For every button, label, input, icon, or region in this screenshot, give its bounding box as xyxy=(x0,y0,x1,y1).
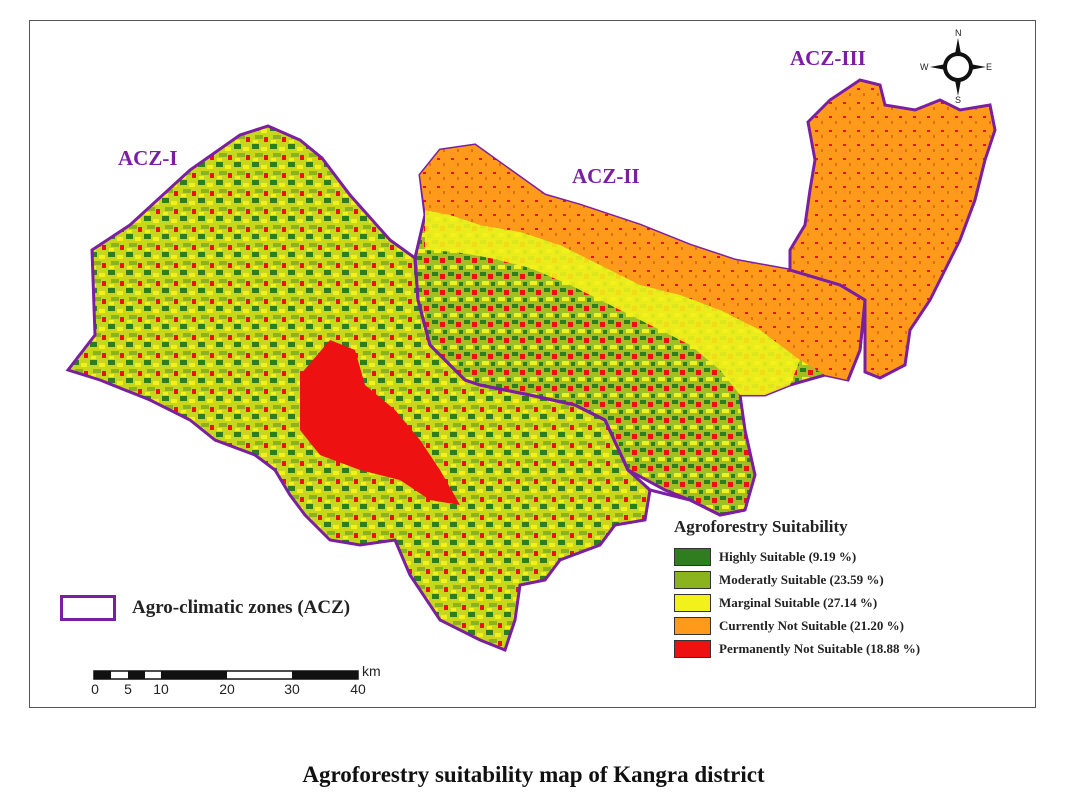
zone-acz-3-area xyxy=(788,78,997,380)
red-central-area xyxy=(300,340,460,505)
suitability-legend: Agroforestry Suitability Highly Suitable… xyxy=(644,517,974,660)
legend-swatch xyxy=(674,616,711,635)
scale-tick: 20 xyxy=(219,681,235,697)
legend-item: Permanently Not Suitable (18.88 %) xyxy=(674,637,974,660)
scale-bar-graphic xyxy=(93,670,359,680)
acz-boundary-line-2-3 xyxy=(789,268,867,381)
compass-w: W xyxy=(920,62,929,72)
scale-tick: 5 xyxy=(124,681,132,697)
zone-label-acz-3: ACZ-III xyxy=(790,46,866,70)
acz-boundary-swatch xyxy=(60,595,116,621)
legend-label: Currently Not Suitable (21.20 %) xyxy=(719,617,905,633)
legend-swatch xyxy=(674,593,711,612)
legend-label: Highly Suitable (9.19 %) xyxy=(719,548,857,564)
legend-title: Agroforestry Suitability xyxy=(674,517,848,536)
compass-icon xyxy=(930,38,986,96)
compass-s: S xyxy=(955,95,962,105)
scale-tick: 30 xyxy=(284,681,300,697)
compass-n: N xyxy=(955,28,962,38)
zone-acz-2-orange-band xyxy=(420,145,865,380)
scale-tick: 40 xyxy=(350,681,366,697)
zone-label-acz-2: ACZ-II xyxy=(572,164,640,188)
legend-item: Highly Suitable (9.19 %) xyxy=(674,545,974,568)
legend-item: Moderatly Suitable (23.59 %) xyxy=(674,568,974,591)
legend-swatch xyxy=(674,570,711,589)
scale-bar: km 0 5 10 20 30 40 xyxy=(91,663,392,703)
scale-unit: km xyxy=(362,663,381,679)
scale-tick: 10 xyxy=(153,681,169,697)
legend-label: Moderatly Suitable (23.59 %) xyxy=(719,571,884,587)
legend-swatch xyxy=(674,639,711,658)
compass-e: E xyxy=(986,62,993,72)
legend-label: Permanently Not Suitable (18.88 %) xyxy=(719,640,921,656)
acz-key: Agro-climatic zones (ACZ) xyxy=(60,595,350,621)
acz-key-label: Agro-climatic zones (ACZ) xyxy=(132,597,351,618)
figure-caption: Agroforestry suitability map of Kangra d… xyxy=(302,762,765,787)
zone-acz-2-yellow-strip xyxy=(425,210,800,395)
zone-label-acz-1: ACZ-I xyxy=(118,146,178,170)
legend-label: Marginal Suitable (27.14 %) xyxy=(719,594,878,610)
legend-item: Marginal Suitable (27.14 %) xyxy=(674,591,974,614)
scale-tick: 0 xyxy=(91,681,99,697)
legend-item: Currently Not Suitable (21.20 %) xyxy=(674,614,974,637)
legend-swatch xyxy=(674,547,711,566)
north-arrow-compass: N S W E xyxy=(918,24,994,105)
acz-boundary-line-1-2 xyxy=(413,257,746,517)
